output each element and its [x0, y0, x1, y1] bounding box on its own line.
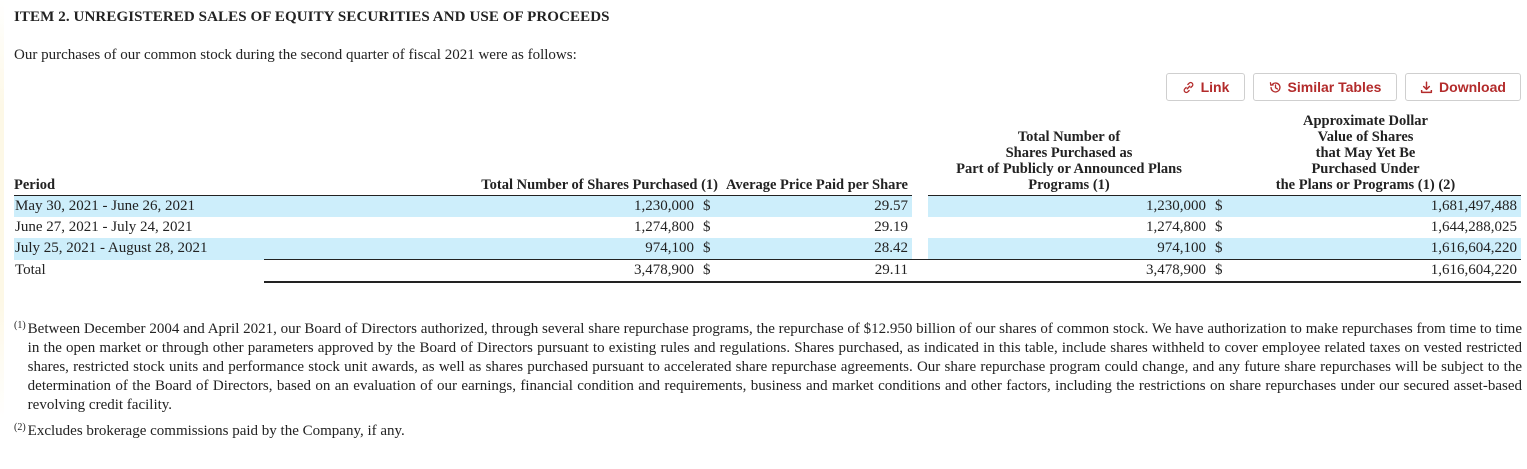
cell-average-price: 29.19: [874, 219, 908, 235]
cell-currency: $: [1210, 238, 1236, 260]
download-button[interactable]: Download: [1405, 73, 1521, 101]
header-row: Period Total Number of Shares Purchased …: [14, 113, 1522, 196]
download-label: Download: [1439, 79, 1506, 95]
history-icon: [1269, 81, 1281, 93]
similar-tables-label: Similar Tables: [1287, 79, 1382, 95]
cell-plans-shares: 3,478,900: [928, 259, 1210, 283]
repurchase-table-container: Period Total Number of Shares Purchased …: [14, 113, 1522, 283]
cell-average-price: 29.11: [724, 259, 912, 283]
cell-period: July 25, 2021 - August 28, 2021: [14, 238, 264, 260]
header-plans-shares: Total Number of Shares Purchased as Part…: [928, 113, 1210, 196]
cell-dollar-value: 1,681,497,488: [1236, 195, 1522, 217]
left-edge-tint: [0, 0, 4, 469]
repurchase-table: Period Total Number of Shares Purchased …: [14, 113, 1522, 283]
header-average-price: Average Price Paid per Share: [724, 113, 912, 196]
footnote-marker: (1): [14, 320, 26, 331]
cell-period: June 27, 2021 - July 24, 2021: [15, 219, 193, 235]
total-row: Total 3,478,900 $ 29.11 3,478,900 $ 1,61…: [14, 259, 1522, 283]
footnote-text: Excludes brokerage commissions paid by t…: [27, 423, 405, 439]
header-dollar-value-line: that May Yet Be: [1315, 145, 1416, 161]
cell-currency: $: [698, 195, 724, 217]
header-plans-shares-line: Programs (1): [1028, 177, 1110, 193]
cell-plans-shares: 974,100: [928, 238, 1210, 260]
header-period: Period: [14, 113, 264, 196]
cell-period: Total: [15, 262, 46, 279]
header-dollar-value-line: Purchased Under: [1311, 161, 1420, 177]
cell-total-shares: 3,478,900: [264, 259, 698, 283]
cell-dollar-value: 1,616,604,220: [1236, 259, 1522, 283]
section-heading: ITEM 2. UNREGISTERED SALES OF EQUITY SEC…: [14, 9, 610, 25]
similar-tables-button[interactable]: Similar Tables: [1253, 73, 1397, 101]
link-button[interactable]: Link: [1166, 73, 1245, 101]
cell-currency: $: [1210, 259, 1236, 283]
header-dollar-value-line: Approximate Dollar: [1303, 113, 1428, 129]
cell-total-shares: 1,230,000: [264, 195, 698, 217]
header-dollar-value: Approximate Dollar Value of Shares that …: [1210, 113, 1522, 196]
header-dollar-value-line: Value of Shares: [1317, 129, 1414, 145]
cell-total-shares: 974,100: [264, 238, 698, 260]
download-icon: [1420, 80, 1433, 93]
cell-period: May 30, 2021 - June 26, 2021: [14, 195, 264, 217]
cell-currency: $: [1215, 219, 1223, 235]
table-row: June 27, 2021 - July 24, 2021 1,274,800 …: [14, 217, 1521, 238]
footnotes: (1) Between December 2004 and April 2021…: [14, 320, 1522, 448]
cell-currency: $: [698, 238, 724, 260]
header-dollar-value-line: the Plans or Programs (1) (2): [1275, 177, 1456, 193]
header-total-shares: Total Number of Shares Purchased (1): [264, 113, 724, 196]
footnote: (1) Between December 2004 and April 2021…: [14, 320, 1522, 415]
cell-plans-shares: 1,274,800: [1146, 219, 1206, 235]
cell-plans-shares: 1,230,000: [928, 195, 1210, 217]
header-plans-shares-line: Part of Publicly or Announced Plans: [956, 161, 1182, 177]
cell-currency: $: [698, 259, 724, 283]
cell-currency: $: [1210, 195, 1236, 217]
intro-text: Our purchases of our common stock during…: [14, 47, 577, 63]
link-button-label: Link: [1200, 79, 1230, 95]
table-toolbar: Link Similar Tables Download: [0, 73, 1527, 103]
link-icon: [1183, 81, 1193, 93]
footnote-text: Between December 2004 and April 2021, ou…: [27, 321, 1522, 413]
header-plans-shares-line: Total Number of: [1017, 129, 1121, 145]
cell-average-price: 29.57: [724, 195, 912, 217]
cell-total-shares: 1,274,800: [634, 219, 694, 235]
footnote-marker: (2): [14, 422, 26, 433]
cell-currency: $: [703, 219, 711, 235]
header-plans-shares-line: Shares Purchased as: [1005, 145, 1133, 161]
table-row: July 25, 2021 - August 28, 2021 974,100 …: [14, 238, 1522, 260]
cell-dollar-value: 1,616,604,220: [1236, 238, 1522, 260]
cell-average-price: 28.42: [724, 238, 912, 260]
table-row: May 30, 2021 - June 26, 2021 1,230,000 $…: [14, 195, 1522, 217]
cell-dollar-value: 1,644,288,025: [1430, 219, 1518, 235]
footnote: (2) Excludes brokerage commissions paid …: [14, 422, 1522, 441]
